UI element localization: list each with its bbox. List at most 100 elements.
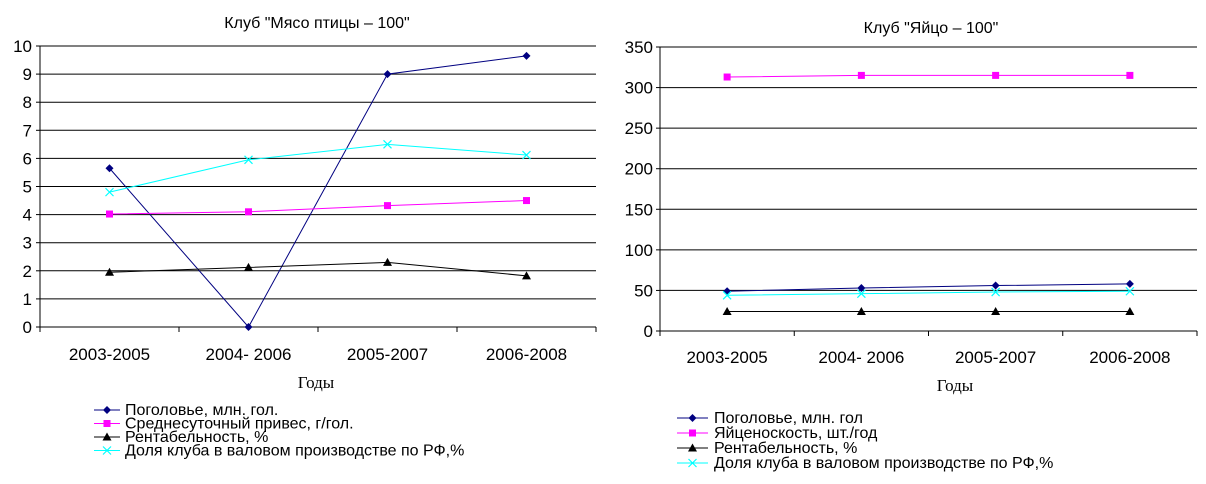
y-tick-label: 8: [23, 93, 32, 112]
chart-2: Клуб "Яйцо – 100" 0 50 100 150 200 250 300 350 20…: [625, 20, 1198, 472]
chart-title: Клуб "Яйцо – 100": [864, 20, 999, 37]
chart-1: Клуб "Мясо птицы – 100" 0 1 2 3 4 5 6 7 8 9 10 2003-…: [13, 15, 597, 460]
x-axis-label: Годы: [298, 373, 335, 392]
legend-marker: [102, 432, 112, 441]
series-1: [105, 51, 531, 331]
series-4: [722, 286, 1135, 300]
y-tick-label: 5: [23, 178, 32, 197]
series-2: [106, 197, 530, 218]
legend-label: Поголовье, млн. гол: [714, 410, 863, 427]
data-point: [105, 267, 114, 276]
legend-item: Поголовье, млн. гол: [677, 410, 863, 427]
data-point: [723, 73, 731, 81]
legend-item: Доля клуба в валовом производстве по РФ,…: [677, 455, 1053, 472]
legend: Поголовье, млн. гол.Среднесуточный приве…: [94, 402, 464, 460]
data-point: [1125, 279, 1134, 288]
x-axis-label: Годы: [937, 376, 974, 395]
series-3: [105, 257, 531, 280]
data-point: [245, 208, 252, 216]
data-point: [244, 155, 253, 165]
x-tick-label: 2004- 2006: [205, 345, 291, 364]
data-point: [1126, 71, 1134, 79]
data-point: [244, 262, 253, 271]
y-tick-label: 100: [625, 241, 653, 260]
data-point: [1125, 307, 1135, 316]
series-2: [723, 71, 1134, 81]
y-tick-label: 0: [23, 318, 32, 337]
series-line: [727, 290, 1130, 296]
series-line: [109, 200, 527, 215]
legend-label: Рентабельность, %: [125, 429, 268, 446]
legend-marker: [689, 429, 696, 437]
y-tick-label: 150: [625, 200, 653, 219]
data-point: [991, 307, 1001, 316]
data-point: [992, 71, 1000, 79]
data-point: [857, 71, 865, 79]
data-point: [522, 271, 531, 280]
legend-label: Доля клуба в валовом производстве по РФ,…: [714, 455, 1053, 472]
y-tick-label: 9: [23, 65, 32, 84]
legend-item: Яйценоскость, шт./год: [677, 425, 878, 442]
legend-label: Рентабельность, %: [714, 440, 857, 457]
data-point: [991, 287, 1001, 297]
y-tick-label: 0: [644, 322, 653, 341]
data-point: [722, 307, 732, 316]
series-4: [105, 139, 531, 197]
legend-marker: [688, 414, 697, 422]
legend-item: Среднесуточный привес, г/гол.: [94, 416, 354, 433]
x-tick-label: 2004- 2006: [818, 348, 904, 367]
legend-label: Среднесуточный привес, г/гол.: [125, 416, 354, 433]
y-tick-label: 7: [23, 121, 32, 140]
series-3: [722, 307, 1135, 316]
y-tick-label: 1: [23, 290, 32, 309]
x-tick-label: 2005-2007: [347, 345, 428, 364]
y-tick-label: 6: [23, 149, 32, 168]
data-point: [523, 197, 530, 205]
data-point: [105, 164, 114, 173]
y-tick-label: 50: [634, 281, 653, 300]
y-tick-label: 4: [23, 206, 32, 225]
series-line: [109, 261, 527, 277]
x-tick-label: 2006-2008: [1089, 348, 1170, 367]
data-point: [522, 51, 531, 60]
legend-marker: [688, 458, 697, 468]
data-point: [856, 307, 866, 316]
series-line: [109, 55, 527, 328]
x-tick-label: 2005-2007: [955, 348, 1036, 367]
series-1: [723, 279, 1134, 296]
legend-item: Рентабельность, %: [94, 429, 268, 446]
series-line: [727, 74, 1130, 78]
y-tick-label: 2: [23, 262, 32, 281]
y-tick-label: 10: [13, 37, 32, 56]
data-point: [522, 150, 531, 160]
x-tick-label: 2006-2008: [486, 345, 567, 364]
legend-item: Рентабельность, %: [677, 440, 857, 457]
legend-marker: [102, 446, 112, 455]
legend-label: Доля клуба в валовом производстве по РФ,…: [125, 443, 464, 460]
legend-label: Яйценоскость, шт./год: [714, 425, 878, 442]
x-tick-label: 2003-2005: [69, 345, 150, 364]
data-point: [105, 187, 114, 197]
legend-marker: [103, 420, 111, 427]
y-tick-label: 200: [625, 160, 653, 179]
data-point: [1125, 286, 1135, 296]
data-point: [856, 289, 866, 299]
legend-marker: [688, 443, 697, 452]
data-point: [723, 287, 732, 296]
legend-item: Доля клуба в валовом производстве по РФ,…: [94, 443, 464, 460]
data-point: [857, 283, 866, 292]
data-point: [384, 202, 391, 210]
x-tick-label: 2003-2005: [686, 348, 767, 367]
y-tick-label: 250: [625, 119, 653, 138]
data-point: [722, 290, 732, 300]
data-point: [383, 70, 392, 79]
series-line: [109, 143, 527, 193]
y-tick-label: 3: [23, 234, 32, 253]
data-point: [106, 210, 113, 218]
legend-label: Поголовье, млн. гол.: [125, 402, 278, 419]
series-line: [727, 283, 1130, 292]
y-tick-label: 350: [625, 38, 653, 57]
data-point: [383, 257, 392, 266]
